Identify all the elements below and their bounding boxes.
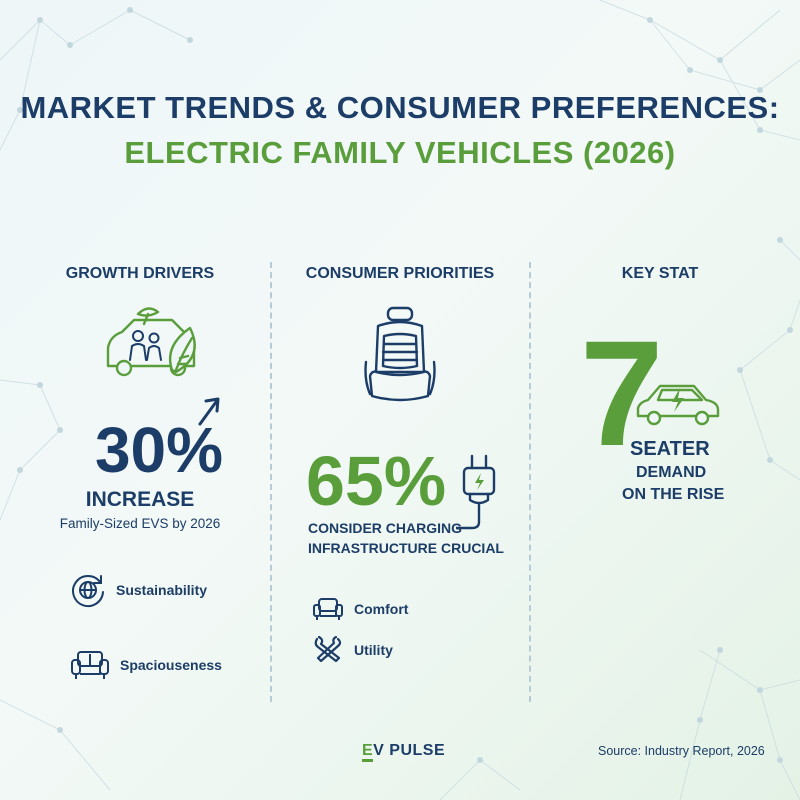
key-stat-line-2: DEMAND (636, 464, 707, 481)
feature-comfort: Comfort (312, 596, 408, 622)
globe-icon (72, 575, 104, 608)
armchair-icon (313, 598, 343, 620)
key-stat-number: 7 (580, 309, 664, 477)
tools-icon (314, 636, 342, 663)
column-divider-left (270, 262, 272, 702)
charging-stat-value: 65% (306, 442, 447, 520)
consumer-priorities-heading: CONSUMER PRIORITIES (305, 265, 495, 282)
brand-logo-text: V PULSE (373, 742, 446, 759)
feature-spaciousness-label: Spaciouseness (120, 657, 222, 673)
key-stat-line-1: SEATER (630, 438, 710, 460)
feature-sustainability-label: Sustainability (116, 582, 208, 598)
growth-drivers-heading: GROWTH DRIVERS (65, 265, 215, 282)
family-car-leaf-icon (106, 307, 196, 377)
feature-utility-label: Utility (354, 642, 393, 658)
feature-utility: Utility (312, 636, 393, 664)
key-stat-heading: KEY STAT (621, 265, 699, 282)
brand-logo: EV PULSE (362, 742, 446, 762)
feature-comfort-label: Comfort (354, 601, 409, 617)
charging-stat-line-1: CONSIDER CHARGING (308, 520, 463, 536)
charging-stat-line-2: INFRASTRUCTURE CRUCIAL (308, 540, 504, 556)
feature-spaciousness: Spaciouseness (70, 648, 222, 682)
growth-stat-label: INCREASE (85, 488, 195, 511)
growth-stat-value: 30% (94, 414, 224, 486)
source-note: Source: Industry Report, 2026 (598, 744, 765, 758)
title-line-1: MARKET TRENDS & CONSUMER PREFERENCES: (20, 90, 780, 125)
growth-stat-subtitle: Family-Sized EVS by 2026 (59, 516, 221, 531)
column-divider-right (529, 262, 531, 702)
car-seat-icon (364, 306, 436, 402)
electric-car-icon (636, 384, 720, 426)
brand-logo-e: E (362, 742, 374, 762)
title-line-2: ELECTRIC FAMILY VEHICLES (2026) (124, 135, 676, 170)
feature-sustainability: Sustainability (70, 572, 207, 608)
sofa-icon (71, 651, 109, 679)
upward-arrow-icon (198, 397, 220, 426)
key-stat-line-3: ON THE RISE (622, 486, 725, 503)
charging-plug-icon (456, 454, 496, 530)
